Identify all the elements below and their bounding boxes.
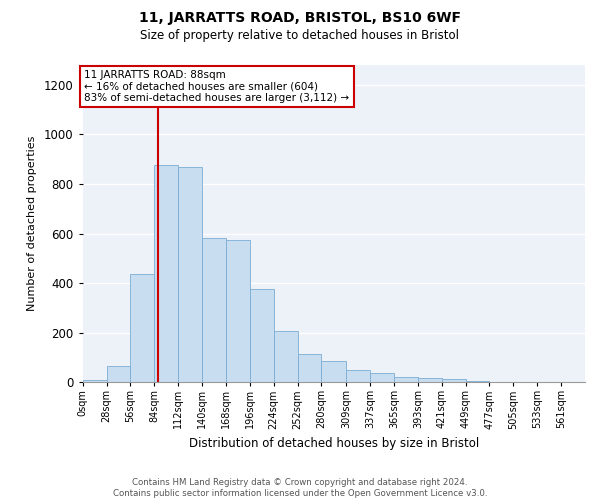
Bar: [394, 378, 418, 382]
Bar: [107, 366, 130, 382]
Bar: [202, 238, 226, 382]
Bar: [154, 166, 178, 382]
Bar: [442, 379, 466, 382]
Text: 11 JARRATTS ROAD: 88sqm
← 16% of detached houses are smaller (604)
83% of semi-d: 11 JARRATTS ROAD: 88sqm ← 16% of detache…: [85, 70, 350, 103]
Text: Size of property relative to detached houses in Bristol: Size of property relative to detached ho…: [140, 29, 460, 42]
Y-axis label: Number of detached properties: Number of detached properties: [27, 136, 37, 312]
Bar: [226, 240, 250, 382]
Bar: [250, 290, 274, 382]
X-axis label: Distribution of detached houses by size in Bristol: Distribution of detached houses by size …: [189, 437, 479, 450]
Bar: [178, 166, 202, 382]
Bar: [370, 373, 394, 382]
Bar: [322, 361, 346, 382]
Bar: [466, 381, 490, 382]
Bar: [130, 274, 154, 382]
Bar: [298, 354, 322, 382]
Bar: [83, 380, 107, 382]
Text: Contains HM Land Registry data © Crown copyright and database right 2024.
Contai: Contains HM Land Registry data © Crown c…: [113, 478, 487, 498]
Text: 11, JARRATTS ROAD, BRISTOL, BS10 6WF: 11, JARRATTS ROAD, BRISTOL, BS10 6WF: [139, 11, 461, 25]
Bar: [418, 378, 442, 382]
Bar: [274, 332, 298, 382]
Bar: [346, 370, 370, 382]
